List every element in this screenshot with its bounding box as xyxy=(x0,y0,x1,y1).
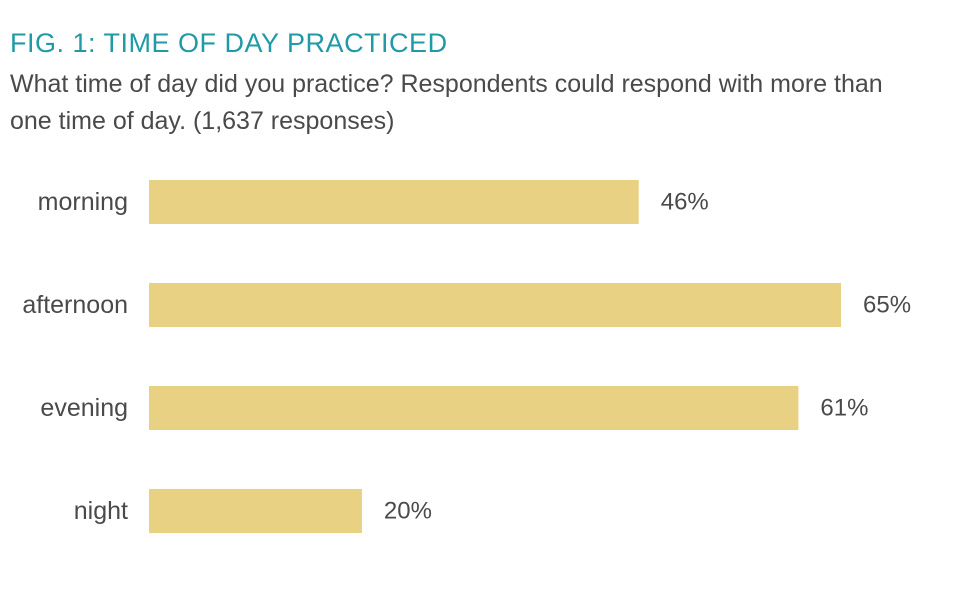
category-label-evening: evening xyxy=(40,394,128,422)
bar-night xyxy=(149,489,362,533)
category-label-night: night xyxy=(74,497,128,525)
value-label-evening: 61% xyxy=(820,395,868,422)
value-label-afternoon: 65% xyxy=(863,292,911,319)
value-label-night: 20% xyxy=(384,498,432,525)
category-label-morning: morning xyxy=(38,188,128,216)
category-label-afternoon: afternoon xyxy=(22,291,128,319)
bar-afternoon xyxy=(149,283,841,327)
chart-subtitle: What time of day did you practice? Respo… xyxy=(10,70,883,135)
bar-morning xyxy=(149,180,639,224)
bar-evening xyxy=(149,386,799,430)
chart-title: FIG. 1: TIME OF DAY PRACTICED xyxy=(10,28,448,58)
value-label-morning: 46% xyxy=(661,189,709,216)
